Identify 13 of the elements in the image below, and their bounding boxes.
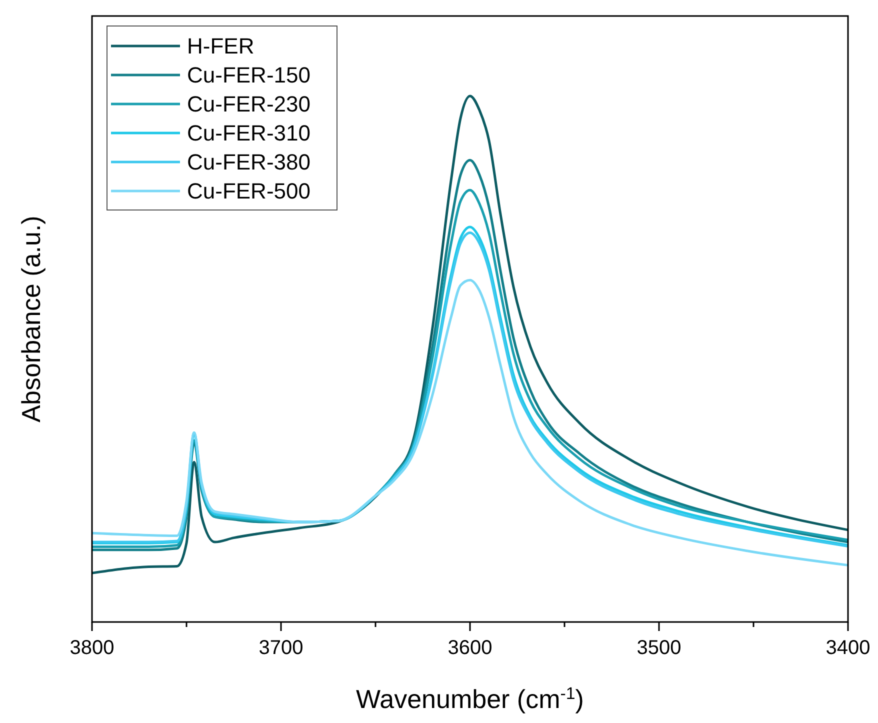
legend-label: H-FER — [187, 34, 254, 59]
x-axis-title: Wavenumber (cm$^{-1}$) — [356, 684, 584, 714]
x-tick-label: 3700 — [258, 637, 304, 659]
legend-label: Cu-FER-380 — [187, 150, 310, 175]
x-tick-label: 3800 — [70, 637, 114, 659]
legend-label: Cu-FER-310 — [187, 120, 310, 146]
y-axis-title: Absorbance (a.u.) — [16, 216, 46, 422]
legend-label: Cu-FER-500 — [187, 178, 310, 204]
x-tick-label: 3400 — [826, 637, 870, 659]
legend-label: Cu-FER-150 — [187, 62, 310, 88]
x-tick-label: 3600 — [448, 637, 492, 659]
legend-label: Cu-FER-230 — [187, 92, 310, 117]
x-tick-label: 3500 — [636, 637, 682, 659]
